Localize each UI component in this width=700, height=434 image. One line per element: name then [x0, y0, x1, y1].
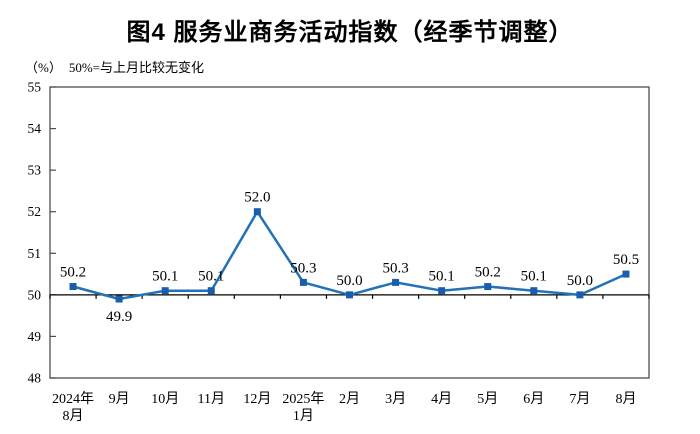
x-tick-label: 2月 — [339, 391, 360, 407]
x-tick-label: 8月 — [615, 391, 636, 407]
data-point-marker — [253, 208, 261, 216]
x-tick-label: 11月 — [198, 391, 225, 407]
data-point-label: 50.1 — [198, 269, 224, 285]
data-point-marker — [161, 287, 169, 295]
x-tick-label: 1月 — [293, 408, 314, 424]
data-point-label: 50.1 — [521, 269, 547, 285]
data-point-label: 52.0 — [244, 190, 270, 206]
data-point-label: 50.2 — [60, 265, 86, 281]
data-point-label: 50.3 — [290, 260, 316, 276]
data-point-marker — [69, 283, 77, 291]
x-tick-label: 2024年 — [52, 391, 94, 407]
axis-note: （%） 50%=与上月比较无变化 — [25, 57, 204, 76]
data-point-marker — [299, 278, 307, 286]
x-tick-label: 9月 — [109, 391, 130, 407]
data-point-marker — [484, 283, 492, 291]
data-point-label: 50.3 — [382, 260, 408, 276]
data-point-marker — [622, 270, 630, 278]
data-point-marker — [392, 278, 400, 286]
data-point-label: 50.1 — [429, 269, 455, 285]
y-tick-label: 55 — [28, 80, 42, 95]
chart-title: 图4 服务业商务活动指数（经季节调整） — [126, 19, 574, 46]
y-tick-label: 50 — [28, 287, 42, 302]
data-point-label: 49.9 — [106, 309, 132, 325]
y-tick-label: 48 — [28, 371, 42, 386]
plot-frame — [49, 86, 650, 379]
baseline-note: 50%=与上月比较无变化 — [68, 60, 205, 75]
unit-label: （%） — [25, 60, 62, 75]
data-point-label: 50.2 — [475, 265, 501, 281]
data-point-marker — [115, 295, 123, 303]
data-point-label: 50.5 — [613, 252, 639, 268]
y-tick-label: 51 — [28, 246, 42, 261]
data-point-marker — [438, 287, 446, 295]
data-point-label: 50.1 — [152, 269, 178, 285]
y-tick-label: 54 — [28, 121, 42, 136]
x-tick-label: 2025年 — [282, 391, 324, 407]
y-tick-label: 52 — [28, 204, 42, 219]
data-point-label: 50.0 — [336, 273, 362, 289]
x-tick-label: 10月 — [151, 391, 179, 407]
data-point-label: 50.0 — [567, 273, 593, 289]
x-tick-label: 7月 — [569, 391, 590, 407]
x-tick-label: 4月 — [431, 391, 452, 407]
x-tick-label: 6月 — [523, 391, 544, 407]
data-point-marker — [530, 287, 538, 295]
y-tick-label: 53 — [28, 163, 42, 178]
data-point-marker — [576, 291, 584, 299]
x-tick-label: 3月 — [385, 391, 406, 407]
x-tick-label: 8月 — [63, 408, 84, 424]
x-tick-label: 5月 — [477, 391, 498, 407]
data-point-marker — [346, 291, 353, 299]
y-tick-label: 49 — [28, 329, 42, 344]
data-point-marker — [207, 287, 215, 295]
x-tick-label: 12月 — [243, 391, 271, 407]
